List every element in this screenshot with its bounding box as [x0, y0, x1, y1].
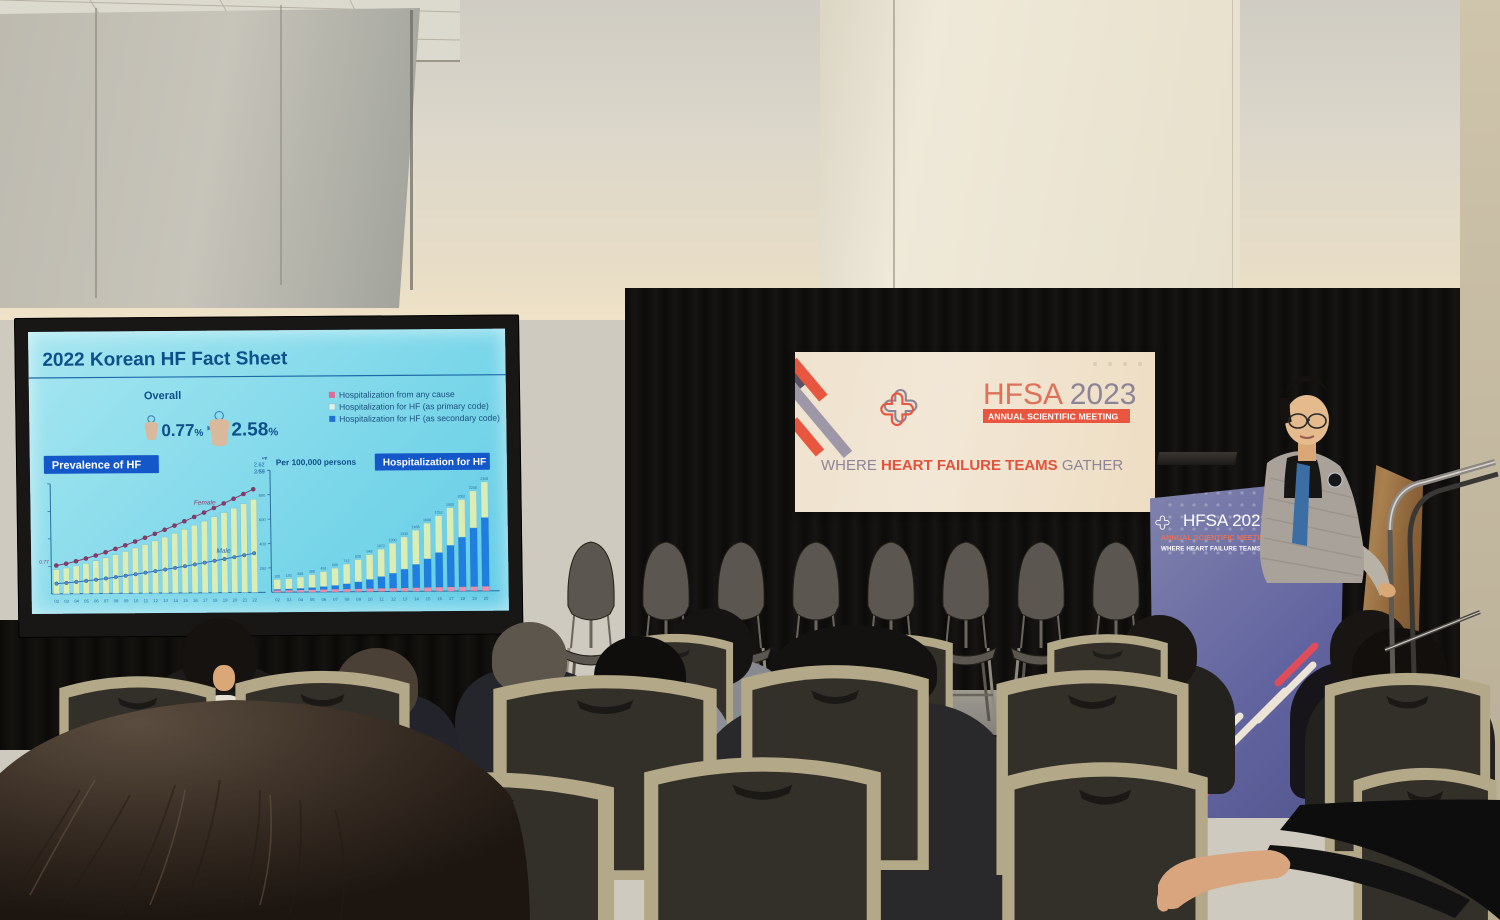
svg-text:600: 600: [259, 517, 267, 522]
svg-text:1332: 1332: [400, 532, 408, 536]
svg-text:2.62: 2.62: [254, 462, 265, 468]
svg-text:Male: Male: [216, 548, 231, 555]
svg-text:02: 02: [54, 599, 59, 604]
svg-text:13: 13: [163, 598, 168, 603]
svg-text:17: 17: [203, 598, 208, 603]
svg-text:05: 05: [310, 597, 315, 602]
svg-text:19: 19: [472, 596, 477, 601]
svg-text:12: 12: [153, 598, 158, 603]
svg-text:▪▾: ▪▾: [262, 455, 268, 462]
svg-text:1752: 1752: [434, 511, 442, 515]
svg-text:11: 11: [144, 598, 149, 603]
svg-text:12: 12: [391, 596, 396, 601]
svg-text:948: 948: [366, 550, 372, 554]
svg-text:08: 08: [114, 598, 119, 603]
svg-text:388: 388: [309, 570, 315, 574]
svg-text:06: 06: [94, 599, 99, 604]
svg-text:21: 21: [242, 597, 247, 602]
svg-text:07: 07: [333, 597, 338, 602]
svg-text:20: 20: [484, 596, 489, 601]
svg-text:15: 15: [426, 596, 431, 601]
svg-text:03: 03: [287, 597, 292, 602]
svg-text:2022 Korean HF Fact Sheet: 2022 Korean HF Fact Sheet: [42, 348, 288, 371]
svg-text:10: 10: [134, 598, 139, 603]
svg-text:2052: 2052: [457, 494, 465, 498]
svg-text:13: 13: [403, 596, 408, 601]
svg-text:18: 18: [213, 598, 218, 603]
svg-text:09: 09: [356, 597, 361, 602]
svg-text:0.77%: 0.77%: [161, 421, 203, 440]
svg-text:Prevalence of HF: Prevalence of HF: [52, 459, 142, 472]
svg-text:0.77: 0.77: [39, 560, 49, 566]
svg-text:828: 828: [355, 555, 361, 559]
svg-text:16: 16: [193, 598, 198, 603]
svg-text:Hospitalization for HF (as pri: Hospitalization for HF (as primary code): [339, 401, 489, 412]
svg-text:19: 19: [223, 598, 228, 603]
svg-text:192: 192: [286, 574, 292, 578]
svg-text:07: 07: [104, 598, 109, 603]
svg-text:04: 04: [74, 599, 79, 604]
svg-text:Per 100,000 persons: Per 100,000 persons: [276, 457, 357, 468]
svg-text:16: 16: [437, 596, 442, 601]
svg-text:1900: 1900: [446, 503, 454, 507]
svg-text:288: 288: [297, 572, 303, 576]
svg-text:02: 02: [275, 597, 280, 602]
svg-text:1468: 1468: [411, 525, 419, 529]
svg-text:600: 600: [332, 563, 338, 567]
svg-text:1608: 1608: [423, 518, 431, 522]
svg-text:09: 09: [124, 598, 129, 603]
svg-text:22: 22: [252, 597, 257, 602]
svg-text:14: 14: [173, 598, 178, 603]
svg-text:03: 03: [64, 599, 69, 604]
svg-text:Hospitalization from any cause: Hospitalization from any cause: [339, 389, 455, 400]
svg-text:06: 06: [321, 597, 326, 602]
svg-text:17: 17: [449, 596, 454, 601]
svg-text:Overall: Overall: [144, 390, 181, 402]
svg-text:15: 15: [183, 598, 188, 603]
svg-text:712: 712: [344, 559, 350, 563]
svg-text:14: 14: [414, 596, 419, 601]
svg-text:1072: 1072: [377, 544, 385, 548]
svg-text:10: 10: [368, 597, 373, 602]
svg-text:1200: 1200: [389, 538, 397, 542]
svg-text:2.58%: 2.58%: [231, 419, 278, 440]
svg-text:20: 20: [233, 598, 238, 603]
svg-text:04: 04: [298, 597, 303, 602]
svg-text:2368: 2368: [480, 477, 488, 481]
svg-text:2208: 2208: [469, 486, 477, 490]
svg-text:08: 08: [345, 597, 350, 602]
svg-text:11: 11: [379, 597, 384, 602]
svg-text:400: 400: [259, 542, 267, 547]
svg-text:05: 05: [84, 599, 89, 604]
svg-text:800: 800: [259, 493, 267, 498]
svg-text:Female: Female: [194, 499, 216, 506]
svg-text:18: 18: [460, 596, 465, 601]
svg-text:2.55: 2.55: [254, 469, 265, 475]
svg-text:200: 200: [260, 566, 268, 571]
svg-text:100: 100: [274, 574, 280, 578]
svg-text:Hospitalization for HF: Hospitalization for HF: [383, 457, 486, 469]
svg-text:Hospitalization for HF (as sec: Hospitalization for HF (as secondary cod…: [339, 413, 500, 424]
svg-text:492: 492: [320, 567, 326, 571]
